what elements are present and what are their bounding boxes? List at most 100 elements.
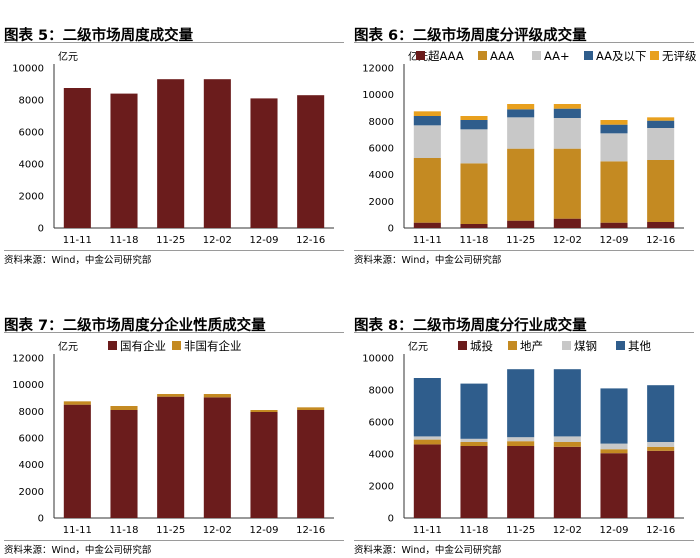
- x-tick-label: 12-16: [646, 235, 675, 246]
- title-divider: [354, 332, 694, 333]
- x-tick-label: 11-11: [63, 525, 92, 536]
- bar-series1-11-25: [507, 441, 535, 446]
- bar-series0-12-16: [647, 450, 675, 518]
- bar-series1-12-09: [600, 449, 628, 454]
- legend-label-3: AA及以下: [596, 49, 647, 63]
- x-tick-label: 12-09: [599, 235, 628, 246]
- bar-volume-12-16: [297, 95, 325, 228]
- title-divider: [4, 42, 344, 43]
- chart-panel-by-rating: 图表 6：二级市场周度分评级成交量 亿元02000400060008000100…: [354, 24, 697, 266]
- y-axis-unit: 亿元: [408, 340, 428, 353]
- chart-panel-weekly-volume: 图表 5：二级市场周度成交量 亿元 0 2000 4000 6000 8000 10000 1…: [4, 24, 346, 266]
- x-tick-label: 12-02: [553, 525, 582, 536]
- bar-volume-12-09: [250, 98, 278, 229]
- bar-series0-11-25: [507, 220, 535, 228]
- bar-series1-12-16: [647, 446, 675, 451]
- x-tick-label: 12-02: [203, 525, 232, 536]
- source-note: 资料来源：Wind，中金公司研究部: [354, 255, 502, 266]
- bar-series4-12-16: [647, 117, 675, 121]
- x-tick-label: 11-25: [156, 235, 185, 246]
- source-note: 资料来源：Wind，中金公司研究部: [4, 255, 152, 266]
- bar-series3-12-02: [553, 369, 581, 437]
- x-tick-label: 11-11: [413, 235, 442, 246]
- y-tick-label: 2000: [19, 487, 44, 498]
- legend-label-3: 其他: [628, 339, 651, 353]
- bar-series1-12-09: [600, 161, 628, 223]
- x-tick-label: 11-25: [506, 235, 535, 246]
- source-divider: [354, 540, 694, 541]
- bar-series0-11-18: [460, 446, 488, 518]
- bar-series3-11-25: [507, 109, 535, 118]
- legend-label-0: 城投: [470, 339, 493, 353]
- bar-series2-12-16: [647, 442, 675, 447]
- bar-series2-11-11: [413, 125, 441, 158]
- bar-series0-12-16: [647, 222, 675, 228]
- bar-series1-11-18: [460, 163, 488, 224]
- y-tick-label: 12000: [12, 354, 44, 365]
- bar-series0-11-25: [507, 446, 535, 518]
- chart-title: 图表 6：二级市场周度分评级成交量: [354, 28, 587, 44]
- legend-swatch-3: [616, 341, 625, 350]
- y-tick-label: 10000: [12, 380, 44, 391]
- legend-swatch-0: [108, 341, 117, 350]
- legend-label-1: 地产: [520, 339, 543, 353]
- bar-series0-12-09: [250, 412, 278, 518]
- title-divider: [4, 332, 344, 333]
- bar-series0-11-11: [413, 222, 441, 228]
- y-tick-label: 10000: [362, 354, 394, 365]
- y-tick-label: 0: [388, 514, 394, 525]
- bar-series0-11-11: [63, 404, 91, 518]
- source-divider: [4, 250, 344, 251]
- source-note: 资料来源：Wind，中金公司研究部: [4, 545, 152, 556]
- y-tick-label: 0: [38, 224, 44, 235]
- bar-volume-12-02: [203, 79, 231, 228]
- bar-series0-11-11: [413, 444, 441, 518]
- chart-panel-by-ownership: 图表 7：二级市场周度分企业性质成交量 亿元 0 2000 4000 6000 8000 1…: [4, 314, 346, 556]
- chart-title: 图表 5：二级市场周度成交量: [4, 28, 194, 44]
- bar-series2-12-02: [553, 436, 581, 442]
- bar-series0-12-09: [600, 453, 628, 518]
- bar-volume-11-18: [110, 93, 138, 228]
- bar-series3-12-02: [553, 108, 581, 118]
- y-tick-label: 6000: [19, 434, 44, 445]
- legend-swatch-2: [532, 51, 541, 60]
- bar-series1-12-16: [647, 160, 675, 222]
- legend-label-1: 非国有企业: [184, 339, 242, 353]
- bar-series2-11-18: [460, 129, 488, 164]
- y-tick-label: 0: [38, 514, 44, 525]
- x-tick-label: 12-16: [296, 235, 325, 246]
- x-tick-label: 12-09: [249, 525, 278, 536]
- bar-series2-12-02: [553, 118, 581, 149]
- y-tick-label: 8000: [19, 96, 44, 107]
- legend-label-2: AA+: [544, 49, 570, 63]
- bar-series0-11-18: [110, 410, 138, 518]
- bar-series1-12-02: [203, 394, 231, 398]
- legend-label-2: 煤钢: [574, 339, 597, 353]
- x-tick-label: 11-18: [109, 525, 138, 536]
- legend-label-0: 超AAA: [428, 49, 464, 63]
- x-tick-label: 11-11: [413, 525, 442, 536]
- y-tick-label: 12000: [362, 64, 394, 75]
- bar-series1-11-11: [413, 439, 441, 445]
- bar-series2-12-09: [600, 133, 628, 162]
- x-tick-label: 11-25: [156, 525, 185, 536]
- by-ownership-chart: 亿元 0 2000 4000 6000 8000 10000 12000 11-11 11-18 1…: [12, 339, 334, 536]
- weekly-volume-chart: 亿元 0 2000 4000 6000 8000 10000 11-11 11-18 11-25 1…: [12, 50, 334, 246]
- bar-volume-11-25: [157, 79, 185, 228]
- bar-series3-12-09: [600, 388, 628, 444]
- bar-series4-12-09: [600, 120, 628, 125]
- by-industry-chart: 亿元 0 2000 4000 6000 8000 10000 11-11 11-18 11-25 1…: [362, 339, 684, 536]
- bar-series1-11-25: [157, 394, 185, 397]
- bar-series1-11-18: [110, 406, 138, 410]
- source-divider: [354, 250, 694, 251]
- y-tick-label: 2000: [19, 192, 44, 203]
- x-tick-label: 12-16: [296, 525, 325, 536]
- bar-series3-12-16: [647, 385, 675, 442]
- x-tick-label: 12-02: [203, 235, 232, 246]
- x-tick-label: 12-16: [646, 525, 675, 536]
- bar-series3-12-16: [647, 120, 675, 128]
- bar-series0-12-02: [203, 397, 231, 518]
- bar-series1-12-09: [250, 410, 278, 412]
- title-divider: [354, 42, 694, 43]
- bar-series3-11-18: [460, 120, 488, 130]
